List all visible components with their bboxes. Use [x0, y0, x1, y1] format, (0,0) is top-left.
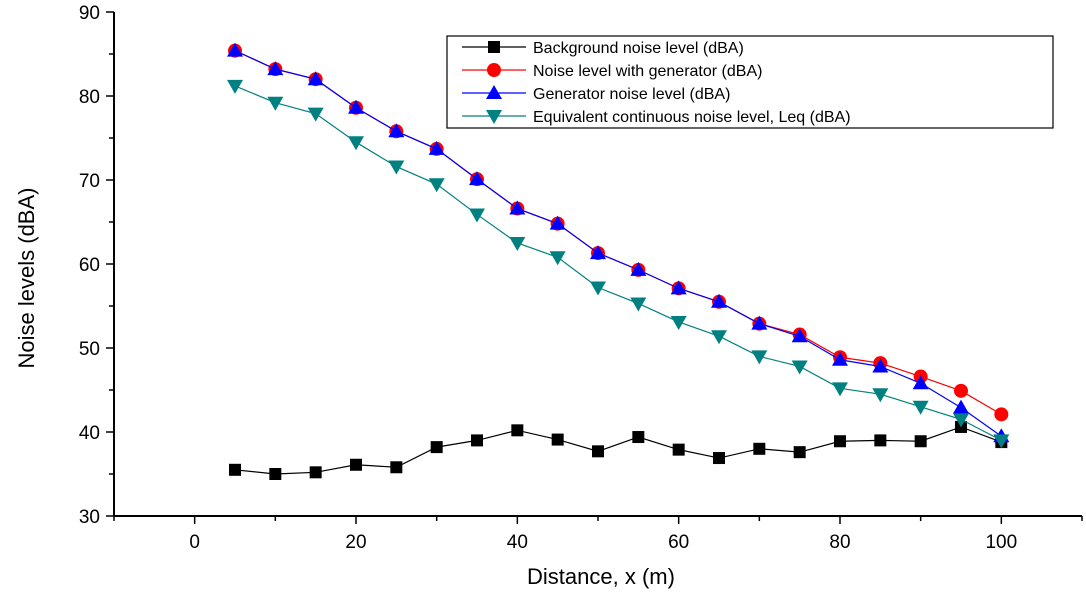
- data-point: [793, 446, 806, 459]
- y-tick-label: 30: [79, 507, 100, 528]
- data-point: [307, 107, 324, 122]
- x-tick-label: 20: [345, 532, 366, 553]
- data-point: [227, 79, 243, 94]
- data-point: [511, 424, 524, 437]
- data-point: [551, 433, 564, 446]
- y-tick-label: 60: [79, 255, 100, 276]
- x-tick-label: 0: [189, 532, 200, 553]
- data-point: [834, 435, 846, 448]
- data-point: [229, 463, 241, 476]
- data-point: [590, 281, 606, 296]
- y-tick-label: 40: [79, 423, 100, 444]
- data-point: [994, 407, 1009, 422]
- data-point: [791, 360, 808, 375]
- data-point: [549, 251, 566, 266]
- data-point: [872, 388, 889, 403]
- data-point: [469, 208, 485, 223]
- series-line: [234, 426, 1002, 475]
- legend-label: Background noise level (dBA): [533, 40, 744, 57]
- data-point: [307, 71, 324, 86]
- legend-marker: [486, 110, 502, 124]
- data-point: [670, 315, 687, 330]
- data-point: [471, 434, 483, 447]
- y-tick-label: 50: [79, 339, 100, 360]
- legend-marker: [487, 63, 501, 77]
- data-point: [390, 461, 403, 474]
- data-point: [348, 136, 364, 151]
- data-point: [912, 400, 929, 415]
- series-1: [229, 420, 1008, 480]
- x-tick-label: 100: [985, 532, 1017, 553]
- data-point: [267, 61, 284, 76]
- data-point: [713, 452, 725, 465]
- y-tick-label: 90: [79, 3, 100, 24]
- data-point: [430, 441, 443, 454]
- data-point: [388, 123, 405, 138]
- data-point: [269, 468, 282, 480]
- data-point: [753, 442, 766, 455]
- data-point: [350, 458, 362, 471]
- legend-label: Noise level with generator (dBA): [533, 63, 762, 80]
- data-point: [872, 358, 889, 373]
- data-point: [953, 413, 969, 428]
- x-axis-title: Distance, x (m): [527, 564, 675, 589]
- data-point: [348, 99, 364, 114]
- data-point: [630, 297, 647, 312]
- legend-marker: [488, 41, 500, 53]
- data-point: [592, 445, 604, 458]
- data-point: [469, 171, 485, 186]
- data-point: [632, 431, 645, 444]
- data-point: [791, 328, 808, 343]
- x-tick-label: 60: [668, 532, 689, 553]
- data-point: [711, 330, 727, 345]
- data-point: [832, 382, 848, 397]
- legend-marker: [486, 85, 502, 99]
- data-point: [267, 96, 284, 111]
- series-4: [227, 79, 1010, 449]
- y-tick-label: 70: [79, 171, 100, 192]
- data-point: [549, 215, 566, 230]
- data-point: [711, 293, 727, 308]
- data-point: [509, 237, 526, 251]
- data-point: [670, 280, 687, 295]
- legend: Background noise level (dBA) Noise level …: [446, 35, 1054, 129]
- data-point: [912, 375, 929, 390]
- legend-box: [446, 35, 1054, 129]
- data-point: [428, 140, 445, 155]
- y-axis-title: Noise levels (dBA): [14, 188, 39, 369]
- data-point: [388, 160, 405, 175]
- data-point: [953, 399, 969, 414]
- data-point: [993, 434, 1010, 449]
- legend-label: Generator noise level (dBA): [533, 86, 730, 103]
- x-tick-label: 40: [507, 532, 528, 553]
- data-point: [309, 466, 322, 479]
- legend-label: Equivalent continuous noise level, Leq (…: [533, 109, 851, 126]
- data-point: [751, 315, 768, 330]
- data-point: [428, 178, 445, 193]
- y-tick-label: 80: [79, 87, 100, 108]
- data-point: [630, 261, 647, 276]
- series-line: [234, 85, 1002, 441]
- data-point: [832, 351, 848, 366]
- data-point: [509, 200, 526, 215]
- data-point: [751, 350, 768, 365]
- data-point: [590, 245, 606, 260]
- data-point: [672, 443, 685, 456]
- data-point: [914, 435, 927, 448]
- data-point: [227, 42, 243, 57]
- data-point: [954, 383, 968, 398]
- series-3: [227, 42, 1010, 443]
- data-point: [874, 434, 887, 447]
- x-tick-label: 80: [829, 532, 850, 553]
